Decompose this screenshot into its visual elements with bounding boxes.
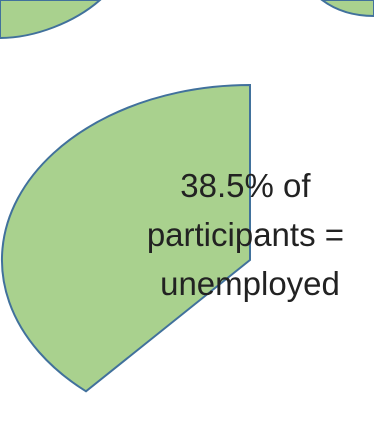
- slice-label-line-3: unemployed: [160, 265, 340, 302]
- pie-slice-top-right-partial: [320, 0, 374, 18]
- slice-label-line-1: 38.5% of: [180, 167, 311, 204]
- slice-label: 38.5% of participants = unemployed: [147, 167, 353, 302]
- pie-slice-top-left-partial: [0, 0, 102, 40]
- pie-slice-unemployed: [0, 83, 251, 393]
- slice-label-line-2: participants =: [147, 216, 344, 253]
